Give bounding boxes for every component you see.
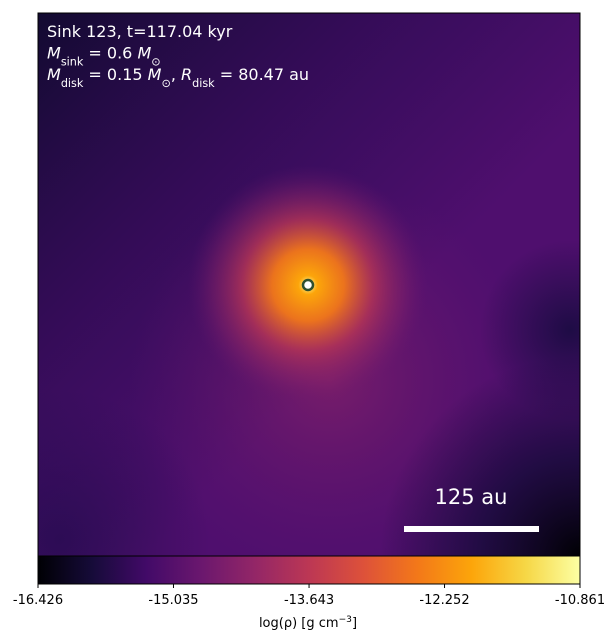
sub-text: disk: [192, 77, 215, 90]
tick-label: -16.426: [13, 593, 63, 608]
sub-text: ⊙: [151, 55, 160, 68]
text-segment: log(ρ) [g cm: [259, 616, 339, 631]
colorbar-label: log(ρ) [g cm−3]: [259, 615, 357, 631]
annotation: Msink = 0.6 M⊙: [47, 44, 161, 69]
sub-text: ⊙: [161, 77, 170, 90]
text-segment: R: [181, 65, 192, 84]
text-segment: M: [137, 44, 151, 63]
tick-label: -13.643: [284, 593, 334, 608]
text-segment: M: [47, 44, 61, 63]
sub-text: disk: [61, 77, 84, 90]
tick-label: -15.035: [148, 593, 198, 608]
colorbar-ticks: -16.426 -15.035 -13.643 -12.252 -10.861: [13, 584, 605, 608]
colorbar: [37, 555, 581, 585]
sub-text: −3: [339, 615, 353, 625]
text-segment: ]: [352, 616, 357, 631]
scale-bar-label: 125 au: [435, 485, 508, 509]
tick-label: -10.861: [555, 593, 605, 608]
text-segment: M: [47, 65, 61, 84]
sink-marker: [301, 278, 315, 292]
text-segment: ,: [171, 65, 181, 84]
sub-text: sink: [61, 55, 84, 68]
annotation: Sink 123, t=117.04 kyr: [47, 22, 233, 41]
text-segment: = 80.47 au: [215, 65, 309, 84]
text-segment: M: [148, 65, 162, 84]
text-segment: = 0.15: [83, 65, 147, 84]
text-segment: Sink 123, t=117.04 kyr: [47, 22, 233, 41]
tick-label: -12.252: [419, 593, 469, 608]
annotation: Mdisk = 0.15 M⊙, Rdisk = 80.47 au: [47, 65, 309, 90]
text-segment: = 0.6: [83, 44, 137, 63]
